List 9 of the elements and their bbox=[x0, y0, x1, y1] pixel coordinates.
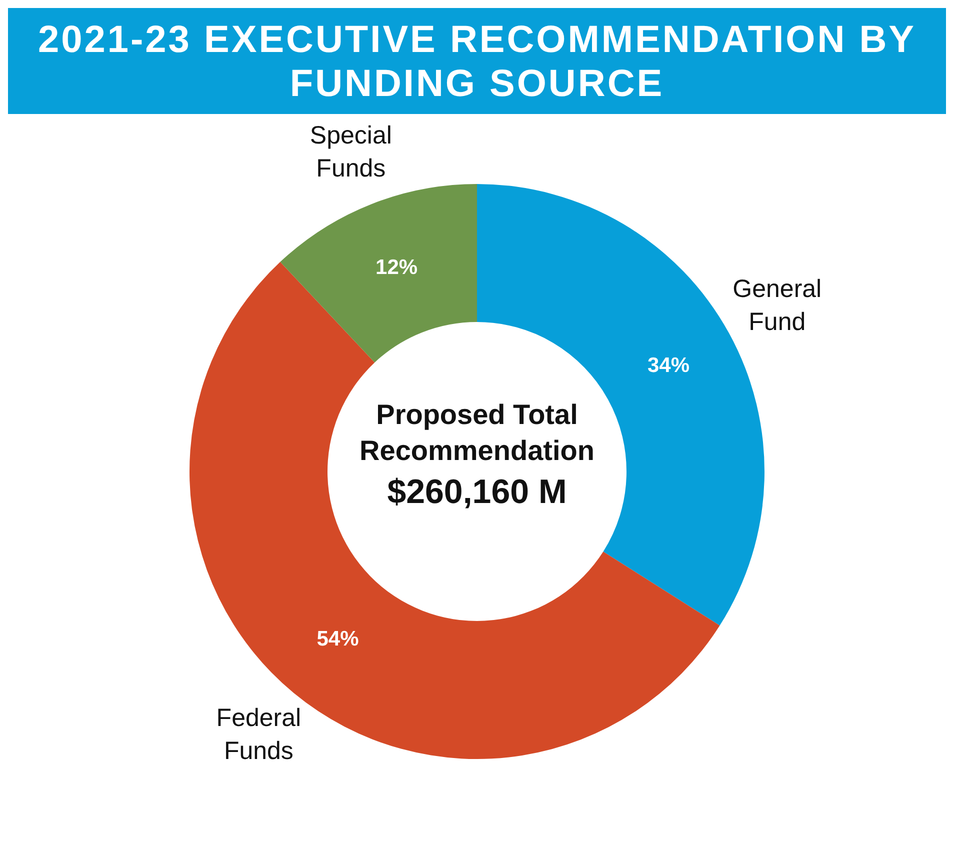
chart-title: 2021-23 EXECUTIVE RECOMMENDATION BY FUNDING SOURCE bbox=[8, 8, 946, 114]
slice-label: Federal Funds bbox=[216, 704, 302, 765]
text: Proposed Total Recommendation bbox=[358, 398, 596, 468]
text: $260,160 M bbox=[386, 472, 568, 512]
data-label: 54% bbox=[316, 628, 360, 651]
slice-label: Special Funds bbox=[310, 121, 392, 182]
slice-label: General Fund bbox=[732, 274, 822, 336]
data-label: 12% bbox=[376, 256, 418, 280]
data-label: 34% bbox=[647, 354, 690, 378]
